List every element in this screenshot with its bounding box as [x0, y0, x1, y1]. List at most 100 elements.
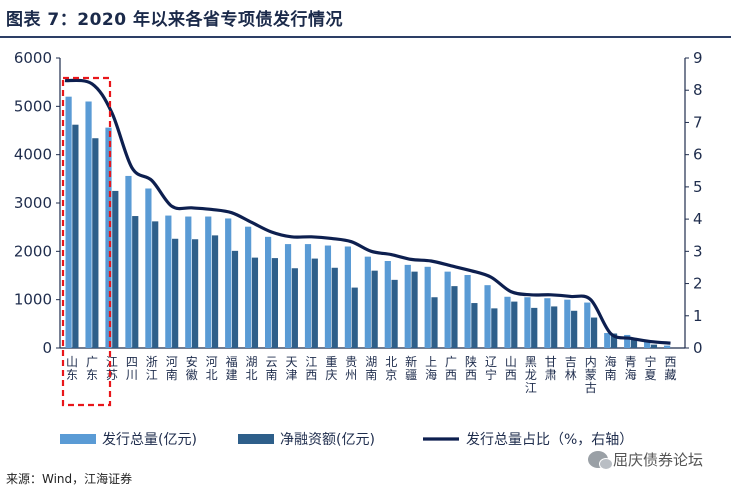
category-label-char: 京	[385, 368, 397, 382]
bar-net-financing	[471, 303, 478, 348]
bar-issuance	[424, 266, 431, 348]
category-label-char: 海	[425, 367, 437, 382]
bar-net-financing	[391, 279, 398, 348]
category-label-char: 山	[505, 355, 517, 369]
category-label-char: 川	[126, 368, 138, 382]
category-label: 贵州	[345, 355, 357, 382]
right-tick-label: 9	[693, 49, 703, 67]
category-label-char: 福	[226, 354, 238, 369]
bar-issuance	[384, 261, 391, 348]
bar-issuance	[65, 96, 72, 349]
series-share-line	[64, 78, 671, 345]
category-label-char: 内	[585, 355, 597, 369]
bar-issuance	[185, 216, 192, 348]
category-labels: 山东广东江苏四川浙江河南安徽河北福建湖北云南天津江西重庆贵州湖南北京新疆上海广西…	[66, 354, 677, 395]
category-label-char: 浙	[146, 355, 158, 369]
category-label: 宁夏	[645, 354, 657, 382]
bar-net-financing	[172, 238, 179, 348]
source-note: 来源：Wind，江海证券	[6, 472, 133, 486]
right-tick-label: 4	[693, 210, 703, 228]
bar-net-financing	[351, 287, 358, 348]
title-divider	[0, 36, 731, 38]
category-label-char: 肃	[545, 368, 557, 382]
category-label-char: 江	[305, 355, 317, 369]
bar-net-financing	[112, 190, 119, 348]
bar-issuance	[324, 245, 332, 348]
chart-title: 图表 7：2020 年以来各省专项债发行情况	[6, 10, 343, 30]
legend-swatch-issuance	[60, 434, 96, 444]
category-label-char: 海	[625, 367, 637, 382]
right-tick-label: 1	[693, 307, 703, 325]
category-label-char: 江	[106, 355, 118, 369]
category-label: 内蒙古	[585, 355, 597, 395]
category-label-char: 宁	[485, 367, 497, 382]
category-label-char: 江	[146, 368, 158, 382]
category-label-char: 西	[505, 368, 517, 382]
legend: 发行总量(亿元) 净融资额(亿元) 发行总量占比（%，右轴）	[60, 432, 633, 448]
left-tick-label: 1000	[14, 291, 52, 309]
category-label-char: 山	[66, 355, 78, 369]
category-label: 青海	[625, 355, 637, 382]
bar-issuance	[484, 285, 491, 348]
category-label-char: 天	[285, 355, 297, 369]
right-tick-label: 7	[693, 113, 703, 131]
category-label-char: 西	[664, 355, 676, 369]
legend-label-share: 发行总量占比（%，右轴）	[466, 432, 633, 448]
category-label: 江西	[305, 355, 317, 382]
bar-net-financing	[92, 138, 99, 348]
bar-issuance	[265, 236, 272, 348]
category-label: 浙江	[146, 355, 158, 382]
category-label-char: 宁	[645, 354, 657, 369]
bar-net-financing	[511, 301, 518, 348]
category-label-char: 津	[285, 368, 297, 382]
category-label-char: 建	[226, 368, 238, 382]
bar-net-financing	[551, 306, 558, 348]
left-tick-label: 2000	[14, 242, 52, 260]
category-label: 新疆	[405, 354, 417, 382]
category-label-char: 北	[385, 355, 397, 369]
category-label: 广西	[445, 355, 457, 382]
legend-label-net-financing: 净融资额(亿元)	[280, 432, 375, 448]
category-label: 西藏	[664, 355, 676, 382]
bar-issuance	[165, 215, 172, 348]
category-label: 湖北	[246, 354, 258, 382]
category-label: 福建	[226, 354, 238, 382]
bar-issuance	[245, 226, 252, 348]
category-label: 吉林	[565, 355, 577, 382]
bar-issuance	[664, 345, 671, 348]
category-label-char: 河	[166, 355, 178, 369]
bar-issuance	[504, 296, 511, 348]
bar-net-financing	[411, 271, 418, 348]
category-label: 安徽	[186, 354, 198, 382]
series-net-financing-bars	[72, 124, 658, 348]
category-label: 云南	[265, 355, 277, 382]
left-tick-label: 5000	[14, 97, 52, 115]
category-label-char: 上	[425, 355, 437, 369]
bar-issuance	[644, 341, 651, 348]
bar-issuance	[544, 298, 551, 348]
bar-issuance	[284, 244, 292, 348]
legend-swatch-net-financing	[238, 434, 274, 444]
share-line	[64, 78, 671, 345]
bar-issuance	[624, 334, 631, 348]
category-label-char: 北	[206, 368, 218, 382]
category-label-char: 重	[325, 355, 337, 369]
series-issuance-bars	[65, 96, 671, 349]
left-tick-label: 4000	[14, 146, 52, 164]
category-label-char: 广	[86, 355, 98, 369]
category-label: 天津	[285, 355, 297, 382]
bar-net-financing	[72, 124, 79, 348]
category-label-char: 陕	[465, 354, 477, 369]
bar-issuance	[85, 101, 92, 348]
bar-net-financing	[371, 270, 378, 348]
bar-net-financing	[630, 338, 638, 348]
bar-issuance	[604, 333, 611, 348]
bar-issuance	[584, 302, 591, 348]
right-tick-label: 2	[693, 275, 703, 293]
category-label-char: 广	[445, 355, 457, 369]
bar-issuance	[205, 216, 212, 348]
bar-net-financing	[610, 333, 618, 348]
category-label-char: 南	[365, 367, 377, 382]
wechat-icon	[588, 451, 613, 470]
bar-net-financing	[152, 221, 159, 348]
